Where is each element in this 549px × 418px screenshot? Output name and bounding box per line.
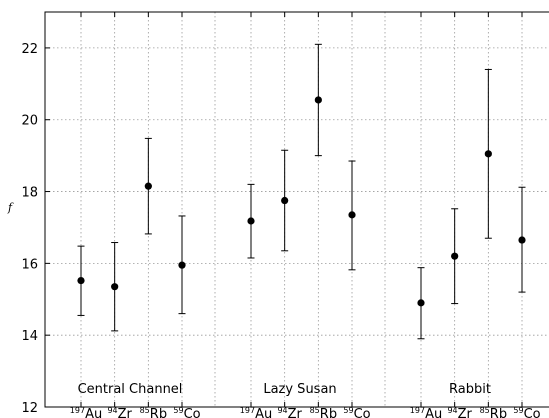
x-tick-label: 94Zr [447, 406, 472, 418]
data-point-central-channel-co [178, 215, 186, 315]
marker [417, 299, 425, 307]
isotope-mass: 85 [480, 406, 490, 415]
x-tick-label: 85Rb [140, 406, 167, 418]
isotope-mass: 59 [343, 406, 353, 415]
isotope-mass: 197 [410, 406, 425, 415]
marker [484, 150, 492, 158]
element-symbol: Zr [288, 407, 303, 418]
x-tick-label: 197Au [70, 406, 102, 418]
y-tick-label: 22 [21, 42, 38, 57]
isotope-mass: 94 [277, 406, 287, 415]
marker [144, 182, 152, 190]
isotope-mass: 197 [240, 406, 255, 415]
marker [247, 217, 255, 225]
data-point-lazy-susan-co [348, 160, 356, 271]
data-point-lazy-susan-zr [281, 149, 289, 252]
element-symbol: Co [184, 407, 201, 418]
data-point-rabbit-co [518, 186, 526, 293]
y-tick-label: 16 [21, 257, 38, 272]
x-tick-label: 94Zr [277, 406, 302, 418]
marker [77, 277, 85, 285]
isotope-mass: 59 [513, 406, 523, 415]
data-point-rabbit-zr [451, 208, 459, 305]
x-tick-label: 85Rb [480, 406, 507, 418]
group-label: Lazy Susan [263, 382, 336, 397]
isotope-mass: 94 [107, 406, 117, 415]
isotope-mass: 85 [310, 406, 320, 415]
x-tick-label: 197Au [240, 406, 272, 418]
marker [111, 283, 119, 291]
x-tick-label: 59Co [173, 406, 200, 418]
x-tick-labels: 197Au 94Zr 85Rb 59Co 197Au 94Zr 85Rb 59Co 197Au 9… [70, 406, 541, 418]
marker [178, 261, 186, 269]
data-point-rabbit-rb [484, 68, 492, 239]
marker [451, 252, 459, 260]
marker [314, 96, 322, 104]
isotope-mass: 85 [140, 406, 150, 415]
x-tick-label: 85Rb [310, 406, 337, 418]
grid [45, 12, 549, 407]
y-ticks: 12 14 16 18 20 22 [21, 12, 523, 416]
element-symbol: Zr [458, 407, 473, 418]
element-symbol: Rb [320, 407, 337, 418]
data-point-central-channel-au [77, 245, 85, 316]
element-symbol: Au [425, 407, 442, 418]
data-point-rabbit-au [417, 267, 425, 340]
x-tick-label: 197Au [410, 406, 442, 418]
marker [281, 196, 289, 205]
isotope-mass: 197 [70, 406, 85, 415]
x-tick-label: 59Co [513, 406, 540, 418]
plot-frame [44, 11, 549, 408]
x-tick-label: 59Co [343, 406, 370, 418]
y-axis-label: f [7, 201, 14, 214]
isotope-mass: 94 [447, 406, 457, 415]
data-point-lazy-susan-rb [314, 43, 322, 157]
group-label: Rabbit [449, 382, 491, 397]
data-point-central-channel-rb [144, 137, 152, 235]
marker [518, 236, 526, 244]
y-tick-label: 20 [21, 114, 38, 129]
element-symbol: Co [524, 407, 541, 418]
element-symbol: Au [255, 407, 272, 418]
data-point-lazy-susan-au [247, 183, 255, 259]
y-tick-label: 18 [21, 186, 38, 201]
element-symbol: Au [85, 407, 102, 418]
marker [348, 211, 356, 219]
group-label: Central Channel [78, 382, 183, 397]
element-symbol: Co [354, 407, 371, 418]
x-tick-label: 94Zr [107, 406, 132, 418]
isotope-mass: 59 [173, 406, 183, 415]
element-symbol: Zr [118, 407, 133, 418]
element-symbol: Rb [490, 407, 507, 418]
y-tick-label: 12 [21, 401, 38, 416]
group-labels: Central Channel Lazy Susan Rabbit [78, 382, 491, 397]
y-tick-label: 14 [21, 329, 38, 344]
data-point-central-channel-zr [111, 242, 119, 332]
element-symbol: Rb [150, 407, 167, 418]
data-points [77, 43, 526, 340]
